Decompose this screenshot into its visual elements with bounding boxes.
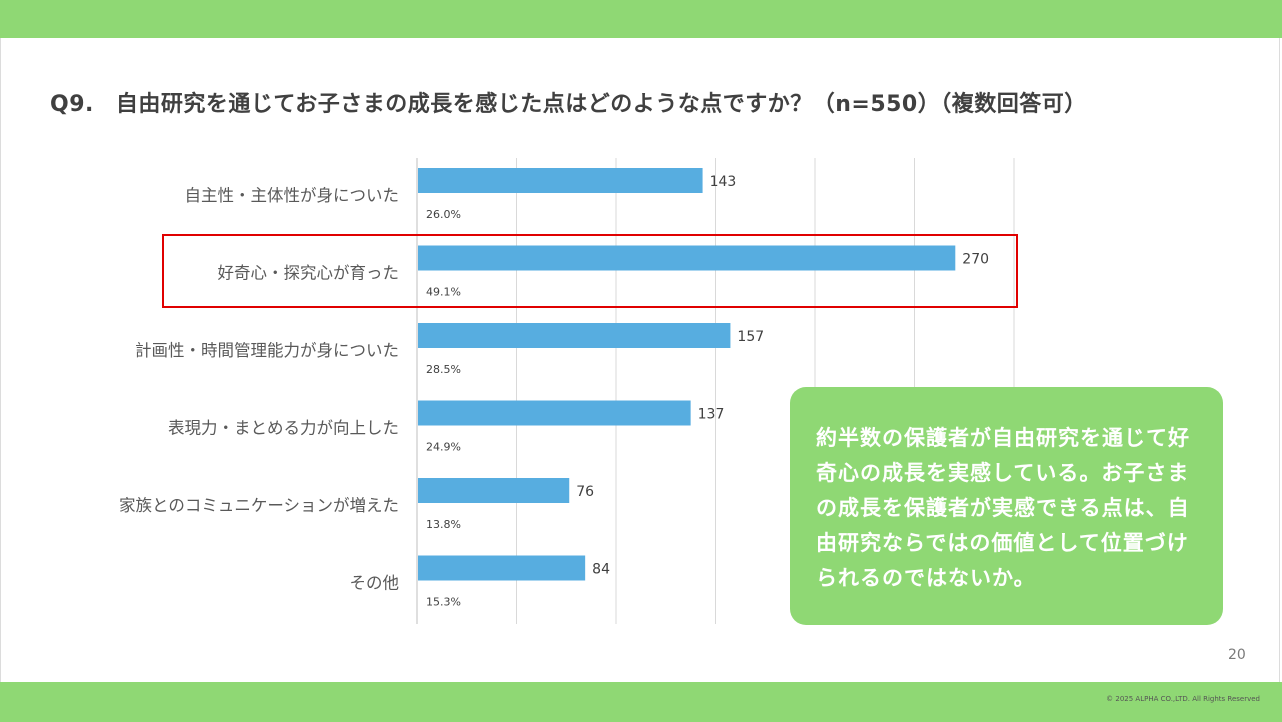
percent-label: 24.9% xyxy=(426,441,461,454)
value-label: 270 xyxy=(962,252,989,268)
bar-6 xyxy=(418,555,586,581)
percent-label: 15.3% xyxy=(426,596,461,609)
percent-label: 49.1% xyxy=(426,286,461,299)
percent-label: 13.8% xyxy=(426,518,461,531)
value-label: 76 xyxy=(576,484,594,500)
copyright: © 2025 ALPHA CO.,LTD. All Rights Reserve… xyxy=(1106,695,1260,703)
question-number: Q9. xyxy=(50,92,94,117)
value-label: 157 xyxy=(737,329,764,345)
category-label: その他 xyxy=(350,574,400,593)
highlight-box xyxy=(162,234,1018,308)
callout-text: 約半数の保護者が自由研究を通じて好奇心の成長を実感している。お子さまの成長を保護… xyxy=(816,426,1190,590)
question-text: 自由研究を通じてお子さまの成長を感じた点はどのような点ですか？（n=550）（複… xyxy=(115,92,1087,117)
category-label: 自主性・主体性が身についた xyxy=(185,186,400,205)
bar-4 xyxy=(418,400,691,426)
percent-label: 26.0% xyxy=(426,208,461,221)
bar-2 xyxy=(418,245,956,271)
category-label: 家族とのコミュニケーションが増えた xyxy=(119,496,399,515)
footer-band xyxy=(0,682,1282,722)
value-label: 143 xyxy=(710,174,737,190)
page-number: 20 xyxy=(1228,647,1246,663)
category-label: 表現力・まとめる力が向上した xyxy=(168,419,399,438)
bar-1 xyxy=(418,168,703,193)
percent-label: 28.5% xyxy=(426,363,461,376)
bar-5 xyxy=(418,478,570,503)
category-label: 計画性・時間管理能力が身についた xyxy=(135,341,399,360)
page-title: Q9. 自由研究を通じてお子さまの成長を感じた点はどのような点ですか？（n=550… xyxy=(50,86,1087,118)
value-label: 84 xyxy=(592,562,610,578)
value-label: 137 xyxy=(698,407,725,423)
header-band xyxy=(0,0,1282,38)
category-label: 好奇心・探究心が育った xyxy=(218,264,400,283)
callout-box: 約半数の保護者が自由研究を通じて好奇心の成長を実感している。お子さまの成長を保護… xyxy=(790,387,1223,625)
bar-3 xyxy=(418,323,731,348)
slide-frame xyxy=(0,38,1280,682)
